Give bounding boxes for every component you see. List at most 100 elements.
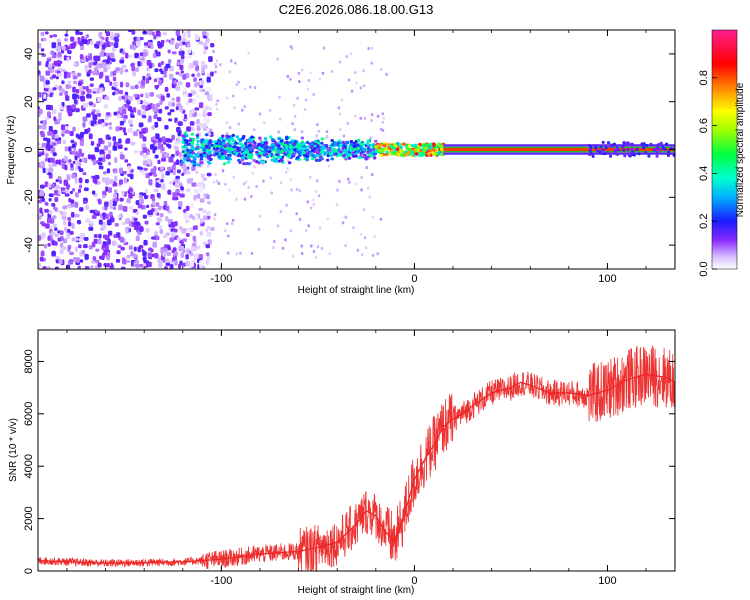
heatmap-cell (271, 155, 276, 159)
heatmap-cell (194, 188, 198, 194)
heatmap-cell (372, 152, 377, 156)
heatmap-cell (120, 266, 126, 269)
heatmap-cell (330, 143, 335, 147)
heatmap-cell (129, 220, 133, 227)
heatmap-cell (354, 182, 358, 186)
heatmap-cell (247, 162, 251, 166)
heatmap-cell (128, 245, 133, 250)
heatmap-cell (74, 192, 80, 198)
heatmap-cell (39, 190, 45, 196)
colorbar-tick-label: 0.6 (698, 118, 710, 133)
heatmap-cell (192, 160, 197, 164)
heatmap-cell (59, 105, 63, 109)
heatmap-cell (89, 77, 94, 81)
heatmap-cell (98, 219, 103, 225)
heatmap-cell (257, 146, 262, 150)
heatmap-cell (178, 50, 183, 56)
heatmap-cell (191, 91, 197, 95)
heatmap-cell (139, 37, 144, 41)
heatmap-cell (134, 224, 139, 231)
heatmap-cell (246, 155, 250, 159)
heatmap-cell (614, 152, 618, 156)
heatmap-cell (52, 142, 57, 146)
heatmap-cell (225, 96, 229, 100)
heatmap-cell (338, 150, 343, 154)
heatmap-cell (116, 113, 121, 119)
heatmap-cell (253, 165, 256, 169)
heatmap-cell (128, 192, 133, 199)
heatmap-cell (114, 157, 118, 163)
heatmap-cell (93, 119, 97, 125)
heatmap-cell (199, 259, 204, 266)
heatmap-cell (70, 203, 74, 208)
heatmap-cell (335, 203, 339, 207)
heatmap-cell (137, 60, 141, 67)
heatmap-cell (215, 152, 219, 156)
heatmap-cell (321, 151, 325, 155)
heatmap-cell (185, 248, 190, 254)
heatmap-cell (119, 59, 125, 64)
heatmap-cell (381, 128, 385, 132)
heatmap-cell (78, 148, 82, 155)
heatmap-cell (219, 63, 222, 67)
heatmap-cell (127, 127, 133, 133)
heatmap-cell (78, 177, 83, 184)
heatmap-cell (151, 236, 156, 240)
heatmap-cell (59, 88, 65, 94)
heatmap-cell (69, 190, 73, 195)
heatmap-cell (168, 181, 174, 185)
heatmap-cell (175, 189, 181, 193)
heatmap-cell (46, 142, 51, 149)
heatmap-cell (385, 150, 389, 154)
heatmap-cell (72, 72, 76, 77)
heatmap-cell (183, 114, 188, 120)
heatmap-cell (142, 214, 147, 219)
heatmap-cell (356, 248, 360, 252)
heatmap-cell (93, 67, 98, 71)
heatmap-cell (589, 144, 593, 148)
snr-y-label: SNR (10 * v/v) (8, 418, 19, 482)
heatmap-cell (159, 100, 163, 105)
heatmap-cell (71, 104, 77, 110)
heatmap-cell (153, 188, 159, 193)
heatmap-cell (349, 142, 354, 146)
heatmap-cell (186, 42, 191, 48)
heatmap-cell (70, 166, 74, 171)
heatmap-cell (64, 164, 68, 171)
heatmap-cell (210, 71, 214, 77)
heatmap-cell (62, 139, 67, 145)
heatmap-cell (236, 146, 240, 150)
heatmap-cell (107, 230, 113, 236)
heatmap-cell (79, 31, 83, 36)
heatmap-cell (132, 71, 136, 77)
heatmap-cell (87, 55, 93, 61)
heatmap-cell (48, 163, 54, 168)
heatmap-cell (245, 145, 249, 149)
heatmap-cell (293, 128, 296, 132)
heatmap-cell (202, 215, 208, 221)
x-tick-label: -100 (210, 273, 232, 285)
heatmap-cell (339, 144, 343, 148)
x-tick-label: 0 (411, 273, 417, 285)
heatmap-cell (112, 145, 118, 151)
heatmap-cell (208, 94, 213, 100)
heatmap-cell (145, 227, 150, 233)
heatmap-cell (166, 93, 170, 98)
heatmap-cell (182, 37, 187, 42)
heatmap-cell (162, 251, 166, 257)
heatmap-cell (109, 81, 113, 86)
heatmap-cell (341, 147, 345, 151)
heatmap-cell (42, 119, 47, 126)
heatmap-cell (112, 76, 117, 82)
heatmap-cell (128, 54, 133, 58)
heatmap-cell (72, 93, 78, 100)
heatmap-cell (228, 188, 231, 192)
heatmap-cell (206, 76, 211, 83)
heatmap-cell (71, 143, 76, 148)
heatmap-cell (88, 69, 92, 74)
heatmap-cell (265, 145, 269, 149)
heatmap-cell (337, 139, 342, 143)
y-tick-label: 8000 (23, 349, 35, 373)
heatmap-cell (97, 119, 102, 125)
heatmap-cell (39, 75, 45, 82)
